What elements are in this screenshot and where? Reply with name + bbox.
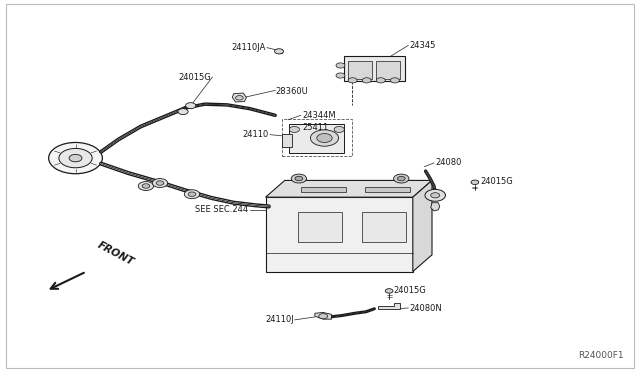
- Circle shape: [59, 148, 92, 168]
- Circle shape: [385, 289, 393, 293]
- Circle shape: [49, 142, 102, 174]
- Circle shape: [186, 103, 196, 109]
- Text: 24110: 24110: [243, 130, 269, 139]
- Bar: [282, 134, 292, 147]
- Polygon shape: [431, 203, 440, 211]
- Text: 24110JA: 24110JA: [231, 43, 266, 52]
- Bar: [282, 119, 352, 156]
- Text: 24110J: 24110J: [266, 315, 294, 324]
- Bar: [298, 212, 342, 242]
- Circle shape: [291, 174, 307, 183]
- Circle shape: [336, 73, 345, 78]
- Circle shape: [394, 174, 409, 183]
- Text: 24015G: 24015G: [480, 177, 513, 186]
- Circle shape: [178, 109, 188, 115]
- Circle shape: [348, 78, 357, 83]
- Bar: [344, 56, 405, 81]
- Circle shape: [336, 63, 345, 68]
- Text: 28360U: 28360U: [275, 87, 308, 96]
- Bar: [362, 212, 406, 242]
- Bar: [289, 124, 344, 153]
- Circle shape: [334, 126, 344, 132]
- Circle shape: [310, 130, 339, 146]
- Polygon shape: [232, 93, 246, 102]
- Bar: [365, 186, 410, 192]
- Circle shape: [142, 184, 150, 188]
- Text: 24080: 24080: [435, 158, 461, 167]
- Circle shape: [471, 180, 479, 185]
- Circle shape: [236, 96, 243, 100]
- Bar: [276, 49, 282, 53]
- Bar: [348, 61, 372, 79]
- Polygon shape: [266, 180, 432, 197]
- Circle shape: [289, 126, 300, 132]
- Circle shape: [397, 176, 405, 181]
- Circle shape: [317, 134, 332, 142]
- Text: 24344M: 24344M: [302, 111, 336, 120]
- Circle shape: [431, 193, 440, 198]
- Polygon shape: [315, 312, 332, 319]
- Text: 25411: 25411: [302, 123, 328, 132]
- Text: 24345: 24345: [410, 41, 436, 50]
- Polygon shape: [413, 180, 432, 272]
- Bar: [301, 186, 346, 192]
- Text: 24015G: 24015G: [394, 286, 426, 295]
- Circle shape: [362, 78, 371, 83]
- Circle shape: [295, 176, 303, 181]
- Circle shape: [425, 189, 445, 201]
- Polygon shape: [378, 303, 400, 309]
- Circle shape: [184, 190, 200, 199]
- Circle shape: [69, 154, 82, 162]
- Circle shape: [390, 78, 399, 83]
- Text: R24000F1: R24000F1: [579, 351, 624, 360]
- Circle shape: [188, 192, 196, 196]
- Text: 24080N: 24080N: [410, 304, 442, 312]
- Circle shape: [275, 49, 284, 54]
- Text: 24015G: 24015G: [179, 73, 211, 81]
- Bar: [376, 61, 400, 79]
- Text: FRONT: FRONT: [96, 240, 136, 267]
- Text: SEE SEC.244: SEE SEC.244: [195, 205, 248, 214]
- Circle shape: [152, 179, 168, 187]
- Circle shape: [319, 314, 328, 319]
- Circle shape: [138, 182, 154, 190]
- Polygon shape: [266, 197, 413, 272]
- Circle shape: [376, 78, 385, 83]
- Circle shape: [156, 181, 164, 185]
